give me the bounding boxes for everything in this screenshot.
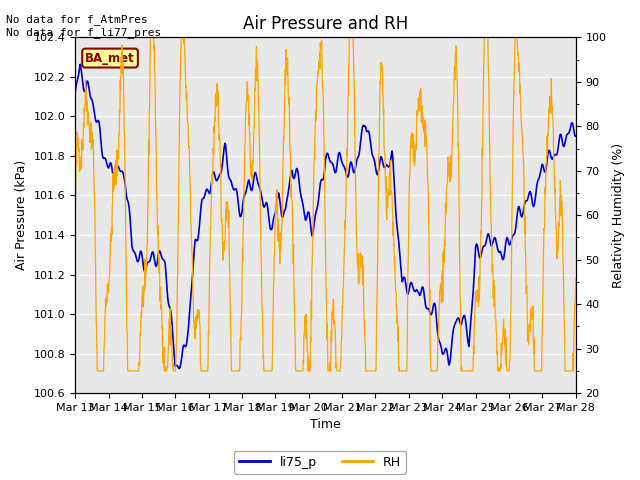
Text: BA_met: BA_met <box>85 51 135 65</box>
X-axis label: Time: Time <box>310 419 341 432</box>
Legend: li75_p, RH: li75_p, RH <box>234 451 406 474</box>
Text: No data for f_AtmPres
No data for f_li77_pres: No data for f_AtmPres No data for f_li77… <box>6 14 162 38</box>
Title: Air Pressure and RH: Air Pressure and RH <box>243 15 408 33</box>
Y-axis label: Relativity Humidity (%): Relativity Humidity (%) <box>612 143 625 288</box>
Y-axis label: Air Pressure (kPa): Air Pressure (kPa) <box>15 160 28 270</box>
